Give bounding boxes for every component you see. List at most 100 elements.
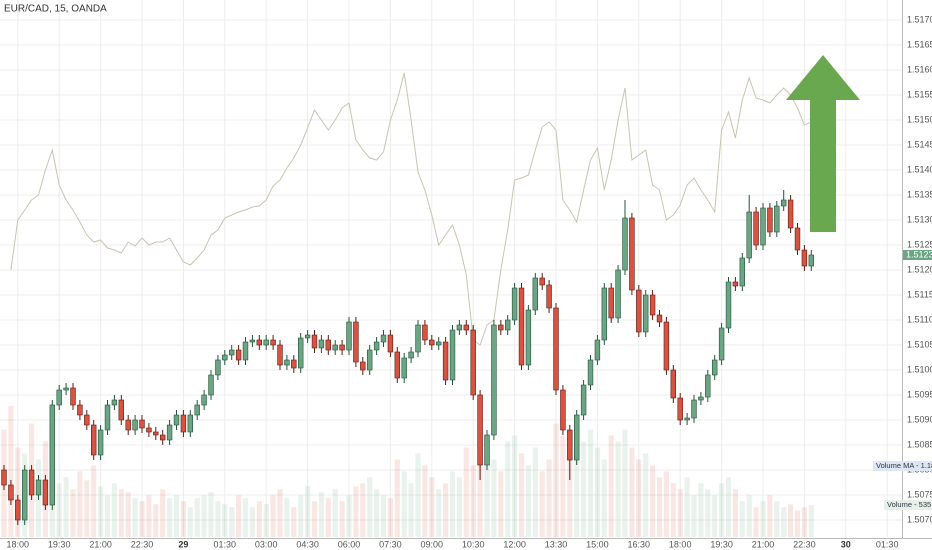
candle-body [28,469,35,496]
candle-body [739,257,746,287]
volume-bar [594,447,600,537]
volume-bar [291,507,297,537]
volume-bar [539,471,545,537]
volume-bar [305,486,311,537]
volume-bar [91,465,97,537]
candle-body [753,211,759,246]
volume-bar [629,447,635,537]
volume-bar [443,483,449,537]
volume-bar [139,501,145,537]
candle-body [311,334,318,349]
candle-body [187,414,193,433]
candle-body [801,249,808,267]
volume-bar [270,495,276,537]
candle-body [91,424,97,456]
candle-body [449,329,456,381]
candle-body [21,469,28,521]
volume-bar [725,477,732,537]
chart-title: EUR/CAD, 15, OANDA [4,4,107,15]
candle-body [284,359,290,366]
candle-body [774,205,780,233]
candle-body [656,314,663,323]
y-tick-label: 1.51200 [907,264,932,274]
volume-bar [484,453,490,537]
candle-body [304,334,311,339]
volume-bar [656,477,663,537]
candle-body [401,357,407,379]
candle-body [277,344,283,366]
candle-body [477,394,483,466]
candle-body [498,324,504,331]
candle-body [698,396,704,401]
y-tick-label: 1.51150 [907,289,932,299]
volume-bar [801,507,807,537]
volume-bar [84,480,90,537]
candle-body [63,387,69,391]
candle-body [97,429,104,456]
x-tick-label: 12:00 [503,539,526,549]
candle-body [353,321,359,363]
volume-bar [194,498,200,537]
x-tick-label: 29 [178,539,188,549]
y-tick-label: 1.51300 [907,214,932,224]
volume-bar [160,489,166,537]
volume-bar [719,483,725,537]
candle-body [42,479,49,506]
candle-body [35,479,42,496]
y-tick-label: 1.51250 [907,239,932,249]
volume-bar [677,489,683,537]
volume-bar [574,453,580,537]
volume-bar [650,465,656,537]
candle-body [642,294,649,333]
volume-bar [256,501,262,537]
candle-body [594,339,601,361]
candle-body [780,199,787,207]
volume-bar [236,495,242,537]
candle-body [587,359,594,386]
candle-body [256,339,262,346]
candle-body [601,287,608,341]
candle-body [470,329,476,396]
x-tick-label: 03:00 [255,539,278,549]
candle-body [70,387,76,406]
volume-bar [8,405,14,537]
volume-bar [339,501,345,537]
volume-bar [346,495,352,537]
volume-bar [746,495,752,537]
volume-bar [532,447,538,537]
volume-bar [249,507,255,537]
volume-bar [663,471,669,537]
volume-bar [367,477,373,537]
candle-body [435,341,442,346]
candle-body [1,469,7,486]
candle-body [160,434,166,441]
candle-body [511,287,518,321]
volume-bar [456,477,462,537]
candle-body [649,294,656,316]
x-tick-label: 18:00 [669,539,692,549]
volume-bar [670,483,676,537]
volume-bar [387,498,393,537]
last-price-tag [903,250,932,260]
volume-bar [56,483,62,537]
volume-bar [788,504,794,537]
candle-body [718,327,725,361]
volume-bar [353,486,359,537]
x-tick-label: 18:00 [7,539,30,549]
candle-body [525,309,532,366]
candle-body [725,281,732,329]
volume-bar [208,492,214,537]
candle-body [118,399,125,421]
candle-body [360,361,366,371]
candle-body [104,404,111,431]
candle-body [194,404,200,416]
volume-bar [422,465,428,537]
volume-bar [684,477,690,537]
candle-body [553,307,559,391]
candle-body [173,414,180,426]
candle-body [539,277,545,286]
volume-bar [173,495,180,537]
y-tick-label: 1.50950 [907,389,932,399]
candle-body [429,339,435,346]
